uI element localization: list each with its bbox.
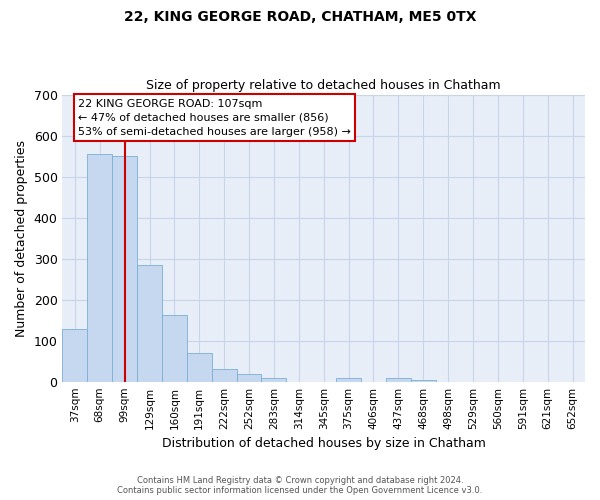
Bar (88, 154, 112, 382)
Bar (386, 378, 411, 382)
Bar (162, 315, 187, 382)
Bar (336, 378, 361, 382)
Bar (212, 370, 236, 382)
Text: 22 KING GEORGE ROAD: 107sqm
← 47% of detached houses are smaller (856)
53% of se: 22 KING GEORGE ROAD: 107sqm ← 47% of det… (78, 99, 351, 137)
Bar (262, 378, 286, 382)
Y-axis label: Number of detached properties: Number of detached properties (15, 140, 28, 336)
Title: Size of property relative to detached houses in Chatham: Size of property relative to detached ho… (146, 79, 501, 92)
Bar (137, 265, 162, 382)
Bar (236, 374, 262, 382)
X-axis label: Distribution of detached houses by size in Chatham: Distribution of detached houses by size … (162, 437, 485, 450)
Text: Contains HM Land Registry data © Crown copyright and database right 2024.
Contai: Contains HM Land Registry data © Crown c… (118, 476, 482, 495)
Bar (112, 156, 137, 382)
Text: 22, KING GEORGE ROAD, CHATHAM, ME5 0TX: 22, KING GEORGE ROAD, CHATHAM, ME5 0TX (124, 10, 476, 24)
Bar (62, 329, 88, 382)
Bar (187, 354, 212, 382)
Bar (411, 380, 436, 382)
